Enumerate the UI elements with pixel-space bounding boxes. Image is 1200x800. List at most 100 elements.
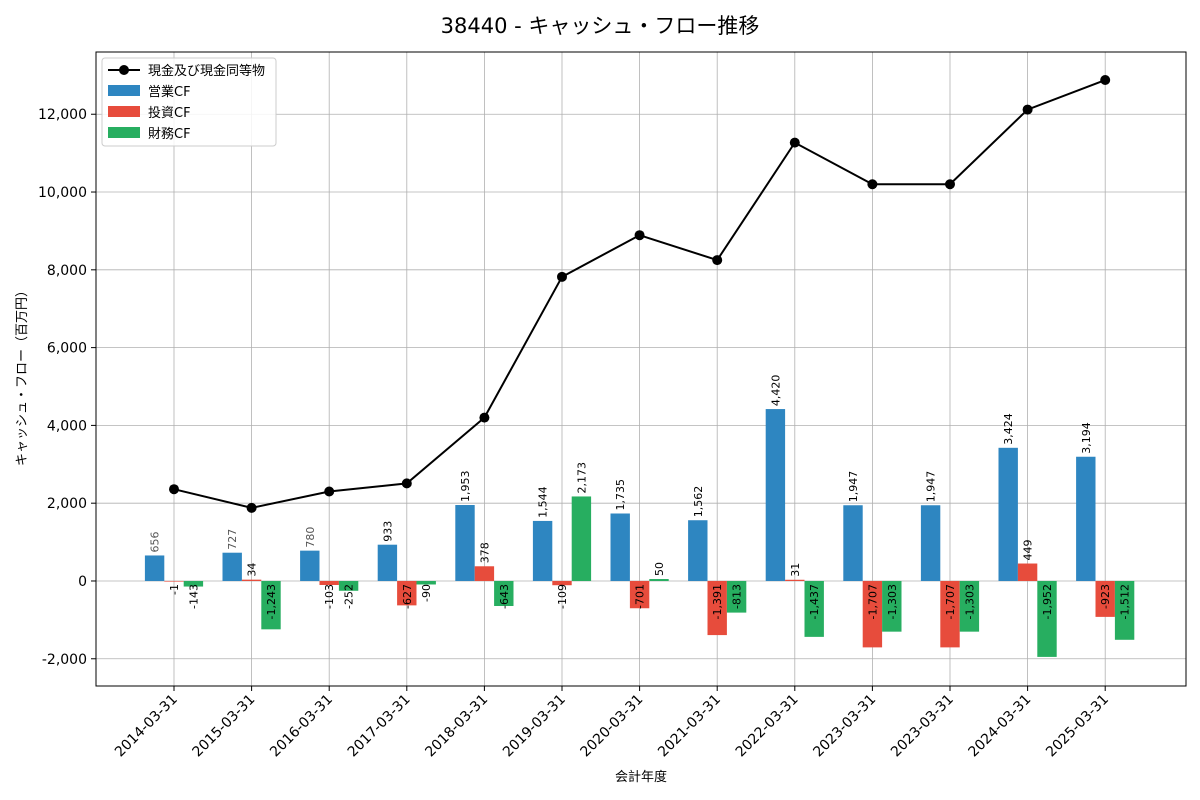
- bar-value-label: -1,303: [886, 584, 899, 619]
- bar-operating: [144, 555, 165, 581]
- bar-value-label: 3,424: [1002, 413, 1015, 445]
- cash-point: [945, 179, 955, 190]
- cash-point: [1022, 104, 1033, 115]
- plot-frame: [95, 51, 1187, 687]
- bar-value-label: -1,707: [866, 584, 879, 619]
- cash-point: [712, 255, 723, 266]
- bar-financing: [804, 580, 824, 637]
- bar-value-label: -90: [420, 584, 433, 602]
- bar-value-label: -643: [498, 584, 511, 609]
- bar-financing: [183, 580, 204, 587]
- cash-point: [1100, 75, 1111, 86]
- cash-point: [246, 502, 257, 513]
- bar-financing: [494, 580, 514, 606]
- y-tick-label: 6,000: [47, 341, 87, 357]
- bar-value-label: 4,420: [769, 375, 782, 407]
- cash-point: [634, 230, 645, 241]
- bar-value-label: 933: [381, 521, 394, 542]
- bar-investing: [474, 566, 495, 581]
- legend-label: 財務CF: [148, 127, 191, 142]
- y-tick-label: 12,000: [38, 107, 87, 123]
- bar-financing: [882, 580, 902, 632]
- cash-point: [789, 137, 800, 148]
- cash-point: [557, 271, 567, 282]
- y-axis-label: キャッシュ・フロー（百万円）: [15, 284, 30, 466]
- bar-value-label: 1,562: [692, 486, 705, 518]
- bar-value-label: -701: [634, 584, 647, 609]
- bar-value-label: 34: [246, 563, 259, 577]
- bar-financing: [959, 580, 980, 632]
- bar-value-label: -109: [556, 584, 569, 609]
- y-axis: -2,000 0 2,000 4,000 6,000 8,000 10,000 12,000: [38, 107, 96, 668]
- bar-investing: [862, 580, 883, 648]
- legend-swatch-operating: [108, 85, 140, 96]
- bar-operating: [998, 447, 1018, 581]
- bar-value-label: -1,512: [1119, 584, 1132, 619]
- bar-operating: [765, 409, 786, 581]
- legend-box: [101, 57, 277, 147]
- bar-investing: [1095, 580, 1115, 617]
- bar-value-label: 50: [653, 562, 666, 576]
- bar-operating: [1076, 456, 1096, 581]
- bar-value-label: 449: [1022, 540, 1035, 561]
- bar-value-label: 1,544: [537, 486, 550, 518]
- bar-operating: [300, 550, 320, 581]
- cash-point: [324, 486, 335, 497]
- bar-operating: [377, 544, 398, 581]
- bar-value-label: 1,947: [925, 471, 938, 503]
- bar-value-label: -627: [401, 584, 414, 609]
- cash-point: [479, 412, 490, 423]
- bar-value-label: 727: [226, 529, 239, 550]
- bar-investing: [241, 579, 262, 581]
- y-tick-label: 4,000: [47, 418, 87, 434]
- bar-value-label: 3,194: [1080, 422, 1093, 454]
- bars-layer: [144, 409, 1135, 657]
- legend-label: 営業CF: [148, 84, 191, 100]
- bar-value-label: -1,952: [1041, 584, 1054, 619]
- chart-title: 38440 - キャッシュ・フロー推移: [441, 14, 760, 38]
- bar-value-label: 2,173: [575, 462, 588, 494]
- bar-investing: [707, 580, 727, 636]
- bar-labels-layer: 656 727 780 933 1,953 1,544 1,735 1,562 4,420 1,9…: [149, 375, 1132, 620]
- bar-financing: [416, 580, 436, 585]
- legend-marker-swatch: [119, 65, 129, 75]
- bar-value-label: -1,391: [711, 584, 724, 619]
- bar-value-label: -813: [731, 584, 744, 609]
- bar-financing: [338, 580, 359, 591]
- bar-value-label: 1,947: [847, 471, 860, 503]
- bar-investing: [319, 580, 339, 585]
- bar-investing: [397, 580, 417, 606]
- bar-value-label: -1,707: [944, 584, 957, 619]
- bar-investing: [552, 580, 572, 586]
- cash-point: [169, 484, 179, 495]
- bar-value-label: 1,953: [459, 471, 472, 503]
- legend-label: 投資CF: [148, 105, 191, 121]
- bar-value-label: -103: [323, 584, 336, 609]
- legend-label: 現金及び現金同等物: [148, 63, 265, 79]
- legend-swatch-financing: [108, 127, 140, 138]
- bar-value-label: 1,735: [614, 479, 627, 511]
- bar-value-label: 31: [789, 563, 802, 577]
- bar-investing: [940, 580, 960, 648]
- bar-financing: [726, 580, 747, 613]
- bar-value-label: 780: [304, 527, 317, 548]
- cash-point: [867, 179, 878, 190]
- y-tick-label: 2,000: [47, 496, 87, 512]
- bar-value-label: -1: [168, 584, 181, 595]
- y-tick-label: -2,000: [42, 652, 87, 668]
- legend-swatch-investing: [108, 106, 140, 117]
- bar-value-label: 378: [478, 542, 491, 563]
- bar-investing: [164, 580, 184, 582]
- bar-financing: [261, 580, 281, 630]
- bar-operating: [455, 505, 475, 581]
- bar-value-label: -923: [1099, 584, 1112, 609]
- bar-operating: [920, 505, 941, 581]
- bar-investing: [785, 579, 805, 581]
- bar-operating: [610, 513, 630, 581]
- bar-financing: [649, 579, 669, 581]
- cash-point: [401, 478, 412, 489]
- y-tick-label: 10,000: [38, 185, 87, 201]
- bar-financing: [1114, 580, 1135, 640]
